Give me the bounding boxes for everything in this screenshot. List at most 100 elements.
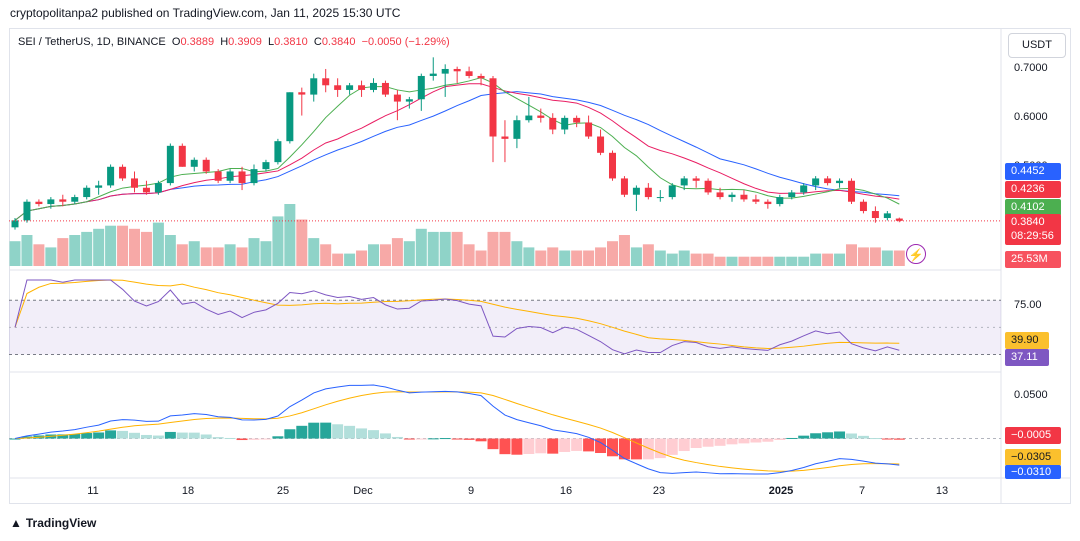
candle-body	[836, 180, 844, 184]
volume-bar	[738, 256, 750, 266]
candle-body	[298, 92, 306, 95]
volume-bar	[678, 250, 690, 266]
macd-tick: 0.0500	[1014, 389, 1048, 401]
volume-bar	[188, 241, 200, 266]
macd-histogram-bar	[93, 432, 105, 439]
candle-body	[441, 68, 449, 74]
candle-body	[131, 178, 138, 188]
time-tick-year: 2025	[768, 485, 794, 497]
ma-green-line	[14, 77, 900, 221]
volume-bar	[152, 222, 164, 266]
macd-histogram-bar	[511, 438, 523, 455]
candle-body	[824, 178, 832, 184]
volume-bar	[571, 250, 583, 266]
macd-histogram-bar	[475, 438, 487, 442]
legend-open: 0.3889	[180, 36, 215, 48]
volume-bar	[224, 244, 236, 266]
macd-histogram-bar	[559, 438, 571, 452]
footer-brand: TradingView	[25, 516, 97, 530]
last-price: 0.3840	[1011, 216, 1045, 228]
candle-body	[609, 152, 616, 179]
volume-bar	[164, 235, 176, 266]
time-tick: 9	[467, 485, 475, 497]
candle-body	[728, 194, 736, 198]
macd-histogram-bar	[344, 425, 356, 439]
volume-bar	[105, 225, 117, 266]
candle-body	[154, 183, 162, 193]
volume-bar	[21, 235, 33, 266]
candle-body	[370, 82, 377, 90]
macd-histogram-bar	[379, 433, 391, 439]
tradingview-footer[interactable]: ▲ TradingView	[10, 516, 96, 530]
legend-high: 0.3909	[228, 36, 262, 48]
macd-histogram-bar	[9, 438, 21, 440]
candle-body	[525, 115, 533, 121]
volume-bar	[750, 256, 762, 266]
rsi-band	[9, 300, 1001, 355]
volume-bar	[272, 216, 284, 266]
ma-red-line	[14, 83, 900, 221]
macd-histogram-bar	[881, 438, 893, 440]
macd-histogram-bar	[499, 438, 511, 455]
volume-bar	[176, 244, 188, 266]
volume-bar	[881, 250, 893, 266]
rsi-ma-badge: 39.90	[1005, 332, 1049, 349]
legend-low: 0.3810	[274, 36, 308, 48]
volume-bar	[356, 250, 368, 266]
macd-histogram-bar	[714, 438, 726, 446]
candle-body	[465, 71, 473, 76]
candle-body	[848, 180, 855, 202]
lightning-icon[interactable]: ⚡	[906, 244, 926, 264]
candle-body	[310, 78, 318, 95]
macd-histogram-bar	[595, 438, 607, 454]
candle-body	[358, 85, 366, 90]
candle-body	[429, 73, 437, 76]
legend-open-label: O	[171, 36, 181, 48]
macd-histogram-bar	[607, 438, 618, 457]
volume-bar	[487, 231, 499, 266]
currency-selector[interactable]: USDT	[1008, 33, 1066, 58]
volume-bar	[284, 204, 296, 266]
candle-body	[47, 199, 55, 205]
candle-body	[190, 159, 198, 167]
ma-blue-badge: 0.4452	[1005, 163, 1061, 180]
macd-histogram-bar	[571, 438, 583, 451]
legend-symbol[interactable]: SEI / TetherUS, 1D, BINANCE	[18, 36, 166, 48]
candle-body	[35, 201, 43, 205]
time-tick: 13	[935, 485, 949, 497]
volume-bar	[762, 256, 774, 266]
volume-bar	[869, 247, 881, 266]
macd-histogram-bar	[834, 431, 846, 439]
candle-body	[537, 115, 545, 118]
macd-histogram-bar	[678, 438, 690, 452]
volume-bar	[129, 228, 140, 266]
macd-histogram-bar	[21, 436, 33, 439]
macd-line	[14, 384, 900, 475]
volume-bar	[523, 247, 535, 266]
macd-histogram-bar	[810, 433, 822, 439]
candle-body	[489, 78, 497, 137]
last-price-badge: 0.3840 08:29:56	[1005, 214, 1061, 245]
macd-histogram-bar	[762, 438, 774, 442]
candle-body	[107, 166, 115, 186]
macd-histogram-bar	[523, 438, 535, 454]
volume-bar	[463, 244, 475, 266]
candle-body	[453, 68, 461, 72]
macd-histogram-bar	[786, 437, 798, 439]
candle-body	[716, 192, 724, 198]
bar-countdown: 08:29:56	[1011, 230, 1054, 242]
time-tick: 18	[181, 485, 195, 497]
candle-body	[692, 178, 700, 181]
macd-histogram-bar	[630, 438, 642, 460]
macd-histogram-bar	[618, 438, 630, 460]
volume-bar	[666, 253, 678, 266]
volume-bar	[499, 231, 511, 266]
candle-body	[202, 159, 210, 172]
volume-bar	[391, 238, 403, 266]
macd-histogram-bar	[690, 438, 702, 449]
volume-bar	[810, 253, 822, 266]
macd-histogram-bar	[798, 435, 810, 439]
volume-bar	[45, 247, 57, 266]
macd-histogram-bar	[846, 433, 857, 439]
